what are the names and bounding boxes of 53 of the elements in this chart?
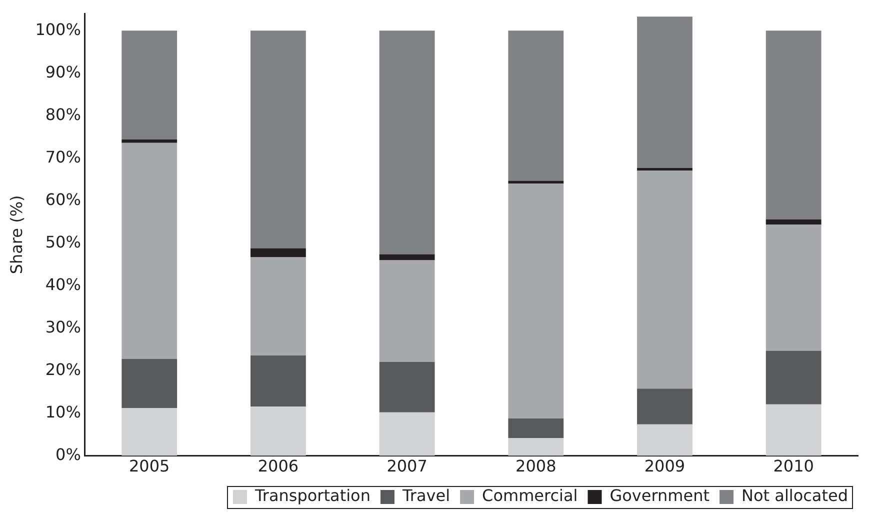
y-tick-label: 20%	[45, 360, 81, 379]
bar	[508, 180, 564, 184]
y-tick-label: 0%	[56, 444, 81, 464]
bar	[379, 362, 435, 412]
x-tick-label: 2006	[258, 456, 299, 476]
bar	[766, 224, 822, 351]
y-tick-label: 90%	[45, 62, 81, 82]
bar	[508, 30, 564, 181]
legend-label: Government	[610, 486, 710, 506]
bar	[379, 30, 435, 254]
bar	[766, 30, 822, 220]
x-tick-label: 2008	[516, 456, 556, 476]
bar	[766, 404, 822, 456]
bar	[508, 418, 564, 438]
bar	[122, 142, 178, 359]
bar	[508, 438, 564, 456]
legend-label: Commercial	[482, 486, 578, 506]
y-tick-label: 50%	[45, 232, 81, 252]
bar	[122, 408, 178, 456]
bar	[122, 139, 178, 143]
bar	[122, 358, 178, 408]
legend-label: Not allocated	[742, 486, 848, 506]
y-tick-label: 100%	[35, 20, 81, 39]
bar	[766, 350, 822, 404]
legend-label: Transportation	[254, 486, 370, 506]
bar	[637, 388, 692, 424]
y-axis-title: Share (%)	[6, 195, 26, 274]
bar	[379, 260, 435, 362]
legend-label: Travel	[401, 486, 450, 506]
bar	[508, 184, 564, 418]
x-tick-label: 2009	[644, 456, 686, 476]
y-tick-label: 60%	[45, 190, 81, 209]
bar	[250, 30, 306, 248]
bar	[379, 412, 435, 456]
bar	[122, 30, 178, 140]
bar	[637, 424, 692, 456]
y-tick-label: 30%	[45, 317, 81, 336]
bar	[766, 219, 822, 224]
bar	[250, 355, 306, 406]
bar	[379, 254, 435, 260]
y-tick-label: 70%	[45, 147, 81, 166]
y-tick-label: 80%	[45, 104, 81, 124]
x-tick-label: 2010	[773, 456, 814, 476]
y-tick-label: 10%	[45, 402, 81, 422]
y-tick-label: 40%	[45, 274, 81, 294]
bar	[250, 257, 306, 356]
x-tick-label: 2007	[386, 456, 428, 476]
bar	[637, 170, 692, 389]
bar	[637, 168, 692, 170]
x-tick-label: 2005	[129, 456, 170, 476]
bar	[250, 406, 306, 456]
bar	[637, 16, 692, 168]
bar	[250, 248, 306, 258]
